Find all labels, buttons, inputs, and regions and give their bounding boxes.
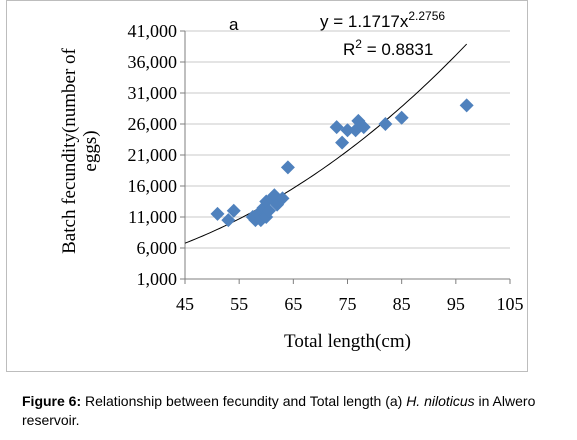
y-axis-title: Batch fecundity(number ofeggs) — [59, 47, 101, 253]
caption-text-before: Relationship between fecundity and Total… — [81, 393, 407, 409]
y-tick-label: 36,000 — [128, 52, 178, 72]
data-point — [394, 110, 409, 125]
r-squared-label: R2 = 0.8831 — [343, 37, 433, 59]
y-tick-label: 26,000 — [128, 114, 178, 134]
data-point — [340, 123, 355, 138]
x-tick-label: 75 — [339, 294, 357, 314]
y-tick-label: 21,000 — [128, 145, 178, 165]
data-point — [226, 203, 241, 218]
data-point — [378, 117, 393, 131]
y-tick-label: 31,000 — [128, 83, 178, 103]
trend-equation: y = 1.1717x2.2756 — [320, 9, 445, 31]
x-axis-title: Total length(cm) — [284, 331, 411, 352]
x-tick-label: 65 — [284, 294, 302, 314]
data-point — [329, 120, 344, 135]
data-point — [280, 160, 295, 175]
data-point — [221, 213, 236, 228]
caption-figure-label: Figure 6: — [22, 393, 82, 409]
x-tick-label: 105 — [497, 294, 524, 314]
data-point — [253, 213, 268, 228]
x-tick-label: 95 — [447, 294, 465, 314]
y-tick-label: 1,000 — [137, 269, 178, 289]
y-tick-label: 11,000 — [128, 207, 177, 227]
y-tick-label: 16,000 — [128, 176, 178, 196]
y-tick-label: 41,000 — [128, 21, 178, 41]
figure-frame: 1,000 6,000 11,000 16,000 21,000 26,000 31,000… — [6, 0, 528, 372]
x-tick-label: 85 — [393, 294, 411, 314]
scatter-chart: 1,000 6,000 11,000 16,000 21,000 26,000 31,000… — [59, 9, 524, 352]
x-tick-label: 45 — [176, 294, 194, 314]
data-point — [261, 203, 276, 218]
data-point — [210, 206, 225, 221]
power-trendline — [184, 43, 468, 244]
x-tick-label: 55 — [230, 294, 248, 314]
data-point — [335, 135, 350, 150]
data-point — [275, 191, 290, 206]
caption-species: H. niloticus — [406, 393, 475, 409]
caption-text-after: in Alwero reservoir. — [22, 393, 536, 428]
y-tick-label: 6,000 — [137, 238, 178, 258]
data-point — [356, 120, 371, 135]
panel-label: a — [229, 15, 239, 34]
data-point — [459, 98, 474, 113]
figure-caption: Figure 6: Relationship between fecundity… — [22, 392, 567, 430]
